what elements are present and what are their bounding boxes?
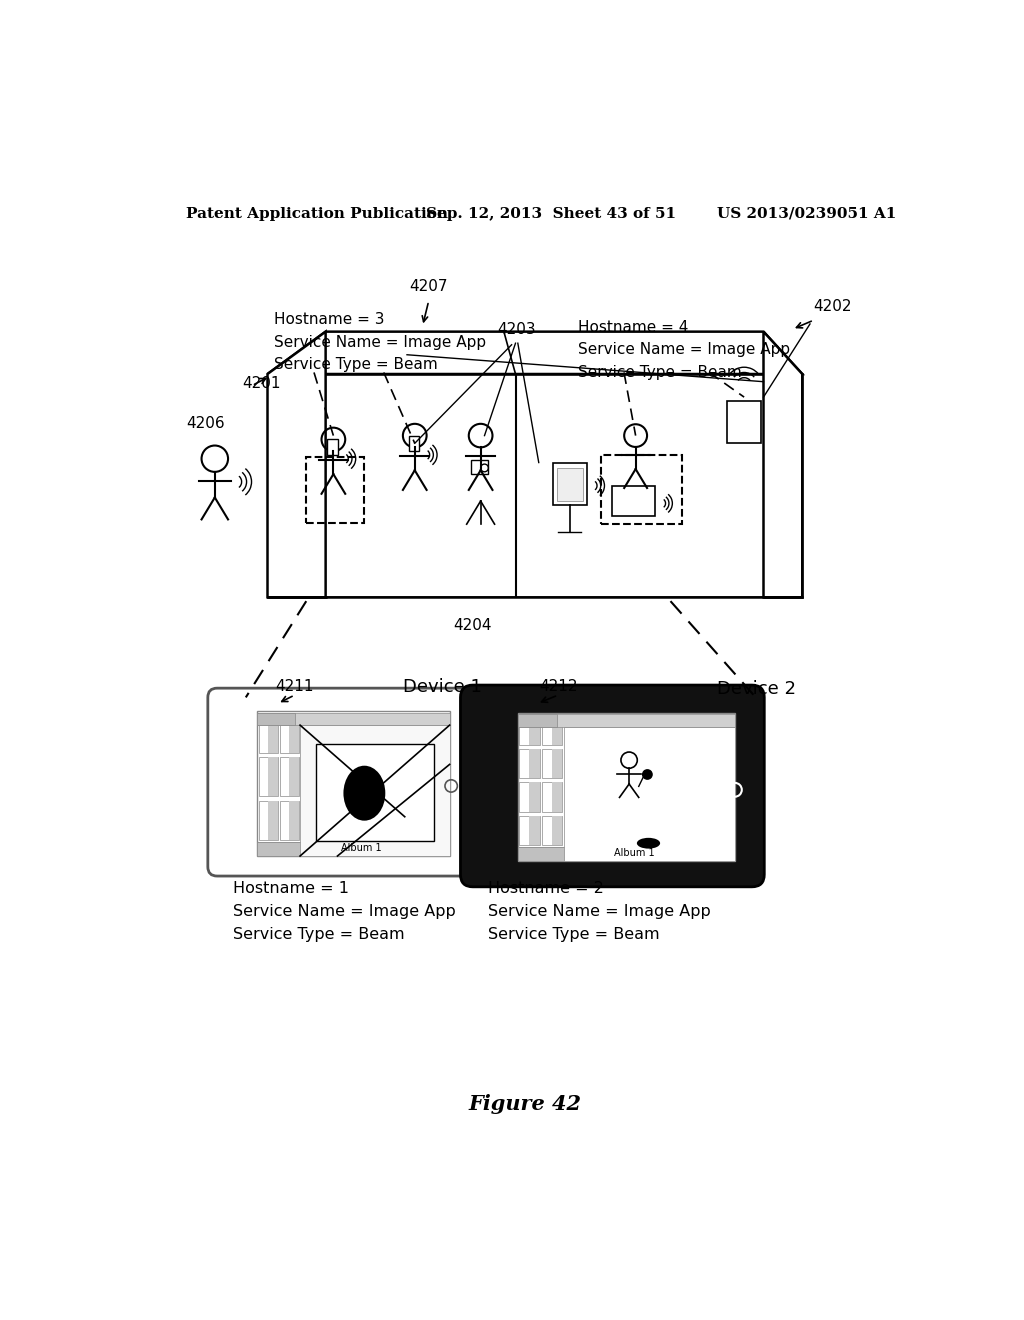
Bar	[518, 714, 557, 726]
Bar	[529, 748, 540, 779]
Polygon shape	[764, 331, 802, 598]
Bar	[280, 714, 299, 752]
Bar	[601, 455, 682, 524]
Bar	[518, 713, 735, 861]
Text: 4204: 4204	[454, 618, 493, 632]
Bar	[552, 715, 562, 744]
Text: Patent Application Publication: Patent Application Publication	[186, 207, 449, 220]
Bar	[518, 847, 586, 861]
Bar	[268, 758, 278, 796]
Bar	[257, 713, 450, 725]
Text: 4207: 4207	[410, 279, 447, 294]
Text: 4201: 4201	[242, 376, 281, 391]
Bar	[542, 748, 562, 779]
Bar	[564, 726, 735, 861]
Bar	[529, 816, 540, 845]
Bar	[268, 801, 278, 840]
Text: Album 1: Album 1	[613, 847, 654, 858]
Text: US 2013/0239051 A1: US 2013/0239051 A1	[717, 207, 896, 220]
Bar	[257, 842, 450, 857]
Text: Hostname = 2
Service Name = Image App
Service Type = Beam: Hostname = 2 Service Name = Image App Se…	[488, 880, 711, 942]
Bar	[259, 758, 278, 796]
Bar	[612, 486, 655, 516]
Bar	[518, 847, 735, 861]
Text: 4206: 4206	[186, 416, 224, 430]
Bar	[257, 711, 450, 857]
Bar	[552, 748, 562, 779]
Bar	[529, 781, 540, 812]
Bar	[471, 461, 488, 474]
Bar	[267, 374, 802, 598]
Bar	[306, 457, 365, 523]
Bar	[257, 713, 295, 725]
Text: Hostname = 3
Service Name = Image App
Service Type = Beam: Hostname = 3 Service Name = Image App Se…	[273, 313, 485, 372]
Text: 4211: 4211	[275, 680, 314, 694]
Bar	[727, 401, 761, 444]
Bar	[289, 714, 299, 752]
Bar	[280, 801, 299, 840]
Bar	[542, 816, 562, 845]
Bar	[542, 715, 562, 744]
Bar	[300, 725, 450, 857]
Text: 4202: 4202	[813, 298, 852, 314]
Bar	[315, 744, 434, 841]
Bar	[557, 469, 583, 502]
FancyBboxPatch shape	[461, 685, 764, 887]
Polygon shape	[267, 331, 802, 374]
Bar	[542, 781, 562, 812]
Bar	[519, 748, 540, 779]
Bar	[257, 842, 324, 857]
Text: Sep. 12, 2013  Sheet 43 of 51: Sep. 12, 2013 Sheet 43 of 51	[426, 207, 677, 220]
Bar	[280, 758, 299, 796]
Bar	[552, 816, 562, 845]
Bar	[259, 714, 278, 752]
FancyBboxPatch shape	[208, 688, 474, 876]
Bar	[289, 758, 299, 796]
Text: Hostname = 1
Service Name = Image App
Service Type = Beam: Hostname = 1 Service Name = Image App Se…	[232, 880, 456, 942]
Bar	[409, 436, 420, 451]
Ellipse shape	[343, 766, 385, 821]
Bar	[268, 714, 278, 752]
Bar	[328, 440, 338, 455]
Bar	[529, 715, 540, 744]
Text: 4203: 4203	[498, 322, 537, 337]
Bar	[518, 714, 735, 726]
Text: Hostname = 4
Service Name = Image App
Service Type = Beam: Hostname = 4 Service Name = Image App Se…	[578, 321, 790, 380]
Bar	[519, 715, 540, 744]
Text: Album 1: Album 1	[341, 843, 382, 853]
Text: 4212: 4212	[539, 680, 578, 694]
Bar	[415, 842, 450, 857]
Ellipse shape	[637, 838, 660, 849]
Bar	[553, 462, 587, 506]
Bar	[700, 847, 735, 861]
Polygon shape	[267, 331, 326, 598]
Bar	[519, 781, 540, 812]
Text: Device 1: Device 1	[403, 678, 482, 696]
Bar	[552, 781, 562, 812]
Text: Figure 42: Figure 42	[468, 1094, 582, 1114]
Text: Device 2: Device 2	[717, 680, 796, 697]
Bar	[519, 816, 540, 845]
Bar	[289, 801, 299, 840]
Circle shape	[642, 770, 652, 780]
Bar	[259, 801, 278, 840]
